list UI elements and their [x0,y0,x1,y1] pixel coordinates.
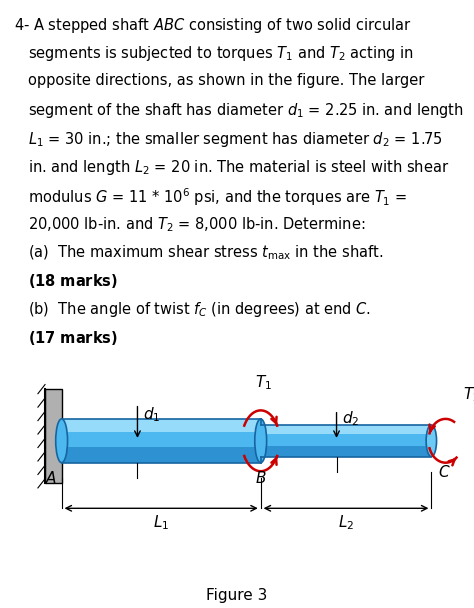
Ellipse shape [56,419,68,463]
Text: segments is subjected to torques $\mathit{T}_1$ and $\mathit{T}_2$ acting in: segments is subjected to torques $\mathi… [28,44,414,63]
Text: opposite directions, as shown in the figure. The larger: opposite directions, as shown in the fig… [28,73,425,88]
Polygon shape [261,425,431,457]
Polygon shape [62,447,261,463]
Text: $\mathbf{(18\ marks)}$: $\mathbf{(18\ marks)}$ [28,272,118,290]
Polygon shape [62,419,261,463]
Ellipse shape [426,425,437,457]
Text: $A$: $A$ [45,471,57,486]
Text: $B$: $B$ [255,471,266,486]
Text: $L_1$: $L_1$ [153,513,169,531]
Polygon shape [62,419,261,432]
Text: $d_1$: $d_1$ [143,406,161,424]
Text: segment of the shaft has diameter $\mathit{d}_1$ = 2.25 in. and length: segment of the shaft has diameter $\math… [28,101,464,120]
Polygon shape [261,446,431,457]
Text: (b)  The angle of twist $\mathit{f_C}$ (in degrees) at end $\mathit{C}$.: (b) The angle of twist $\mathit{f_C}$ (i… [28,300,372,319]
Text: in. and length $\mathit{L}_2$ = 20 in. The material is steel with shear: in. and length $\mathit{L}_2$ = 20 in. T… [28,158,450,177]
Text: Figure 3: Figure 3 [206,589,268,603]
Text: $T_2$: $T_2$ [463,385,474,404]
Text: $T_1$: $T_1$ [255,373,272,392]
Text: $\mathit{L}_1$ = 30 in.; the smaller segment has diameter $\mathit{d}_2$ = 1.75: $\mathit{L}_1$ = 30 in.; the smaller seg… [28,130,443,148]
Text: modulus $\mathit{G}$ = 11 * 10$^6$ psi, and the torques are $\mathit{T}_1$ =: modulus $\mathit{G}$ = 11 * 10$^6$ psi, … [28,187,408,208]
Text: $\mathbf{(17\ marks)}$: $\mathbf{(17\ marks)}$ [28,329,118,347]
Polygon shape [261,425,431,435]
Text: 4- A stepped shaft $\mathit{ABC}$ consisting of two solid circular: 4- A stepped shaft $\mathit{ABC}$ consis… [14,16,412,35]
Text: $L_2$: $L_2$ [338,513,354,531]
Text: $d_2$: $d_2$ [342,410,360,429]
Text: $C$: $C$ [438,465,451,480]
Text: (a)  The maximum shear stress $\mathit{t}_\mathrm{max}$ in the shaft.: (a) The maximum shear stress $\mathit{t}… [28,243,383,262]
Polygon shape [45,389,62,483]
Ellipse shape [255,419,267,463]
Text: 20,000 lb-in. and $\mathit{T}_2$ = 8,000 lb-in. Determine:: 20,000 lb-in. and $\mathit{T}_2$ = 8,000… [28,215,366,233]
